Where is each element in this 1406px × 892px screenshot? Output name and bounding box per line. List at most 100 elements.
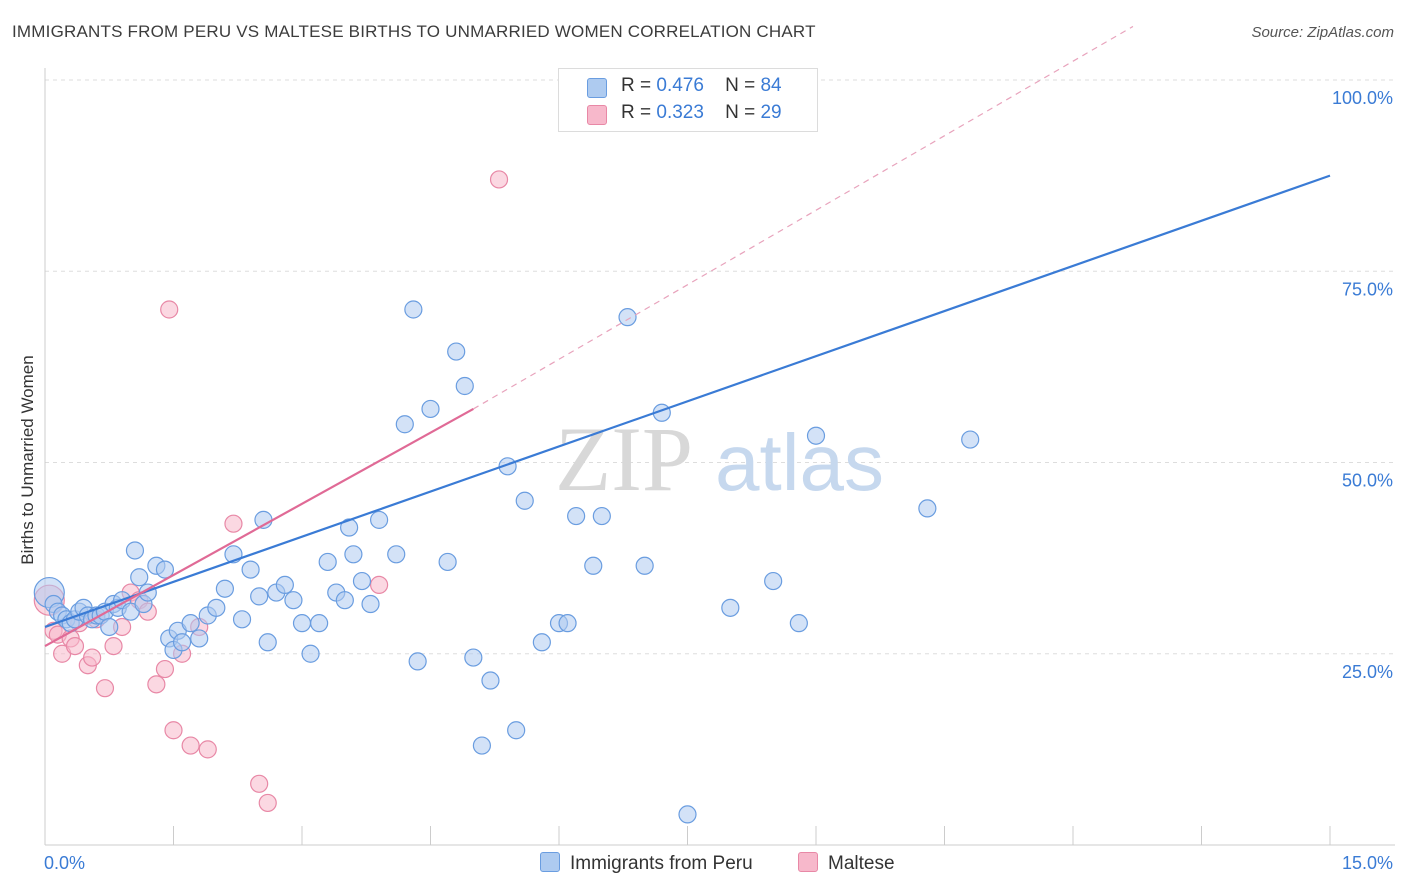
peru-point [789,614,808,633]
bottom-legend-label-maltese: Maltese [828,853,895,874]
peru-point [352,571,372,591]
peru-point [721,598,740,617]
peru-point [515,491,534,510]
maltese-point [147,675,166,694]
maltese-trend-line [44,407,474,648]
maltese-point [489,170,509,189]
peru-point [455,376,474,396]
peru-point [181,614,200,633]
peru-point [370,510,389,529]
bottom-legend-label-peru: Immigrants from Peru [570,853,753,874]
peru-point [507,721,526,740]
tick-labels: 25.0% 50.0% 75.0% 100.0% 0.0% 15.0% [44,88,1393,873]
maltese-point [83,648,102,667]
peru-point [215,579,234,598]
peru-point [335,591,354,610]
peru-point [558,614,577,633]
peru-point [464,648,483,667]
peru-point [344,545,363,564]
legend-n-value: 84 [760,75,782,96]
maltese-point [370,575,389,595]
bottom-legend-swatch-peru [540,852,560,872]
chart-title: IMMIGRANTS FROM PERU VS MALTESE BIRTHS T… [12,22,816,41]
peru-point [764,571,783,591]
peru-point [806,426,826,445]
watermark-zip: ZIP [555,408,693,510]
y-tick-label: 100.0% [1332,88,1393,108]
peru-point [292,614,312,633]
peru-points [33,300,980,824]
maltese-point [250,774,269,793]
peru-point [421,399,440,419]
peru-point [207,598,226,617]
legend-r-value: 0.476 [656,75,704,96]
legend-n-value: 29 [760,102,782,123]
maltese-point [160,300,179,319]
peru-point [172,633,192,652]
bottom-legend-peru: Immigrants from Peru [540,852,753,875]
peru-point [275,575,294,595]
peru-point [635,556,654,575]
legend-r-label: R = [621,102,652,123]
maltese-point [104,636,123,656]
maltese-point [224,514,243,533]
maltese-point [181,736,200,755]
peru-point [438,552,457,572]
peru-point [100,617,119,637]
watermark-atlas: atlas [715,418,884,507]
peru-point [125,541,145,560]
legend-swatch-maltese [587,105,607,125]
peru-point [232,610,252,629]
legend-n-label: N = [725,102,756,123]
peru-point [408,652,427,671]
legend-r-label: R = [621,75,652,96]
y-axis-label: Births to Unmarried Women [18,355,37,565]
peru-point [395,415,414,434]
x-tick-label: 0.0% [44,853,85,873]
peru-point [404,300,423,319]
maltese-point [95,679,115,698]
peru-point [301,644,320,663]
bottom-legend-maltese: Maltese [798,852,895,875]
peru-point [241,560,260,579]
legend-n-label: N = [725,75,756,96]
maltese-point [164,721,183,740]
peru-point [481,671,500,690]
peru-point [567,506,586,526]
y-tick-label: 25.0% [1342,662,1393,682]
peru-point [447,342,466,361]
maltese-point [65,636,85,656]
peru-point [678,805,697,824]
peru-point [584,556,603,575]
axes [44,68,1395,846]
peru-point [361,594,380,614]
watermark: ZIP atlas [555,408,884,510]
peru-point [532,633,551,652]
peru-point [961,430,980,449]
legend-swatch-peru [587,78,607,98]
x-tick-label: 15.0% [1342,853,1393,873]
peru-point [130,568,149,587]
source-label: Source: ZipAtlas.com [1251,24,1394,41]
peru-point [472,736,491,755]
maltese-point [198,740,217,759]
maltese-points [33,170,509,813]
peru-point [918,499,937,518]
peru-point [190,629,209,648]
bottom-legend-swatch-maltese [798,852,818,872]
maltese-point [155,659,175,679]
peru-point [618,308,637,327]
peru-point [284,591,303,610]
peru-point [258,633,277,652]
legend-r-value: 0.323 [656,102,704,123]
trend-lines [44,25,1331,648]
peru-point [318,552,337,572]
y-tick-label: 50.0% [1342,471,1393,491]
peru-trend-line [44,174,1331,629]
peru-point [250,587,269,606]
y-tick-label: 75.0% [1342,279,1393,299]
peru-point [310,614,329,633]
maltese-point [258,793,277,813]
correlation-legend: R = 0.476 N = 84 R = 0.323 N = 29 [558,68,818,132]
